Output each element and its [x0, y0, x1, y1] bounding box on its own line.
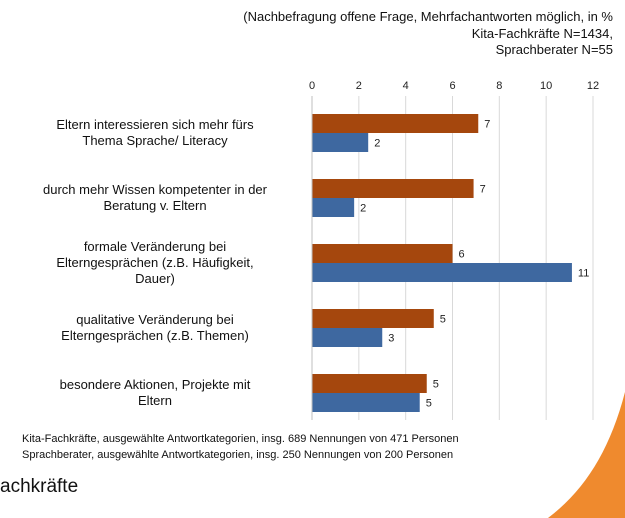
data-label: 5: [440, 313, 446, 325]
data-label: 3: [388, 332, 394, 344]
category-label: formale Veränderung bei Elterngesprächen…: [56, 239, 254, 286]
decor-shape: [548, 392, 625, 518]
x-tick-label: 8: [496, 80, 502, 92]
data-label: 2: [360, 202, 366, 214]
data-label: 6: [459, 248, 465, 260]
footer-text: achkräfte: [0, 476, 79, 497]
bar: [312, 263, 572, 282]
bar: [312, 179, 474, 198]
bar: [312, 328, 383, 347]
x-tick-label: 2: [356, 80, 362, 92]
chart-subtitle: (Nachbefragung offene Frage, Mehrfachant…: [243, 9, 613, 57]
data-label: 11: [578, 267, 589, 279]
x-tick-label: 0: [309, 80, 315, 92]
bar: [312, 393, 420, 412]
data-label: 2: [374, 137, 380, 149]
category-label: durch mehr Wissen kompetenter in der Ber…: [43, 182, 267, 213]
x-tick-label: 6: [449, 80, 455, 92]
footnote: Kita-Fachkräfte, ausgewählte Antwortkate…: [22, 433, 459, 445]
x-tick-label: 4: [403, 80, 409, 92]
data-label: 7: [480, 183, 486, 195]
x-tick-label: 12: [587, 80, 599, 92]
bar: [312, 374, 427, 393]
bar: [312, 133, 369, 152]
category-label: Eltern interessieren sich mehr fürs Them…: [56, 117, 254, 148]
bar: [312, 309, 434, 328]
footnote: Sprachberater, ausgewählte Antwortkatego…: [22, 449, 454, 461]
category-label: qualitative Veränderung bei Elterngesprä…: [61, 312, 249, 343]
bar: [312, 244, 453, 263]
bar: [312, 198, 355, 217]
x-tick-label: 10: [540, 80, 552, 92]
data-label: 7: [484, 118, 490, 130]
data-label: 5: [433, 378, 439, 390]
data-label: 5: [426, 397, 432, 409]
bar: [312, 114, 479, 133]
category-label: besondere Aktionen, Projekte mit Eltern: [59, 377, 251, 408]
